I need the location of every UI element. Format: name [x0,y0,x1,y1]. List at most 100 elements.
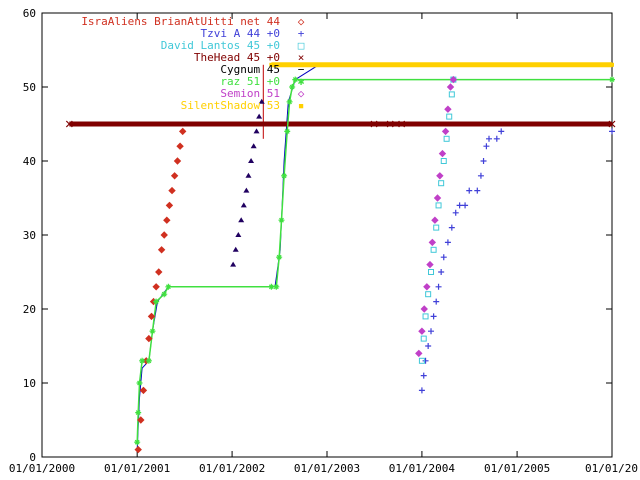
data-point-0-17 [178,127,187,136]
x-tick-label: 01/01/20 [585,462,638,475]
data-point-1-0 [418,387,425,394]
x-tick-label: 01/01/2003 [294,462,360,475]
legend-label-1: Tzvi A 44 +0 [201,27,280,40]
data-point-0-13 [168,186,176,195]
data-point-5-6 [153,298,160,305]
data-point-1-1 [420,372,427,379]
data-point-7-0 [269,62,274,67]
data-point-0-12 [165,201,174,210]
data-point-1-23 [609,128,615,135]
legend: IsraAliens BrianAtUitti net 44 ◇ Tzvi A 44… [81,15,304,112]
data-point-6-12 [446,83,455,91]
data-point-6-10 [441,127,450,136]
legend-symbol-4: − [298,63,305,76]
data-point-1-4 [428,328,435,335]
data-point-5-11 [276,254,283,261]
legend-label-3: TheHead 45 +0 [194,51,280,64]
x-tick-label: 01/01/2000 [9,462,75,475]
data-point-5-18 [609,76,615,83]
data-point-8-1 [232,246,239,252]
data-point-3-3 [398,120,406,128]
legend-label-4: Cygnum 45 [220,63,280,76]
data-point-5-14 [284,128,291,135]
data-point-1-15 [466,187,473,194]
data-point-1-21 [493,135,500,142]
data-point-1-12 [452,209,459,216]
x-tick-label: 01/01/2004 [389,462,456,475]
y-tick-label: 40 [23,155,36,168]
data-point-0-5 [147,312,156,321]
y-tick-label: 10 [23,377,36,390]
data-point-1-13 [456,202,463,209]
x-tick-label: 01/01/2002 [199,462,265,475]
data-point-3-2 [386,120,394,128]
data-point-2-8 [438,180,445,187]
data-point-2-5 [430,246,437,253]
data-point-8-11 [258,98,265,104]
legend-symbol-1: + [298,27,305,40]
data-point-0-16 [176,142,184,150]
data-point-2-4 [428,269,435,275]
legend-label-5: raz 51 +0 [220,75,280,88]
data-point-2-0 [418,357,425,364]
data-point-7-1 [610,62,614,67]
data-point-5-8 [165,283,172,290]
data-point-0-11 [163,216,171,224]
data-point-5-4 [145,357,152,364]
data-point-6-0 [415,349,423,358]
x-tick-label: 01/01/2001 [104,462,170,475]
data-point-5-9 [268,283,275,290]
data-point-1-7 [435,283,442,290]
data-point-0-0 [134,445,142,454]
data-point-6-2 [420,305,428,313]
x-tick-label: 01/01/2005 [484,462,550,475]
data-point-6-4 [426,260,434,269]
data-point-6-13 [449,75,458,84]
legend-label-0: IsraAliens BrianAtUitti net 44 [81,15,280,28]
data-point-1-22 [498,128,505,135]
legend-symbol-2: □ [298,39,305,52]
data-point-6-6 [431,216,439,224]
data-point-6-7 [433,194,442,202]
data-point-0-14 [170,172,179,180]
data-point-6-5 [428,238,437,247]
y-tick-label: 60 [23,7,36,20]
data-point-5-1 [135,409,142,416]
legend-label-2: David Lantos 45 +0 [161,39,280,52]
legend-symbol-7: ▪ [298,99,305,112]
data-point-1-6 [433,298,440,305]
data-point-1-19 [483,143,490,150]
data-point-0-10 [160,231,168,239]
data-point-5-0 [134,439,141,446]
data-point-5-16 [289,84,296,90]
y-tick-label: 50 [23,81,36,94]
data-point-3-4 [608,120,616,128]
y-tick-label: 20 [23,303,36,316]
data-point-3-1 [370,120,378,128]
data-point-0-15 [173,157,182,165]
data-point-0-7 [152,283,160,291]
data-point-5-13 [281,172,288,179]
data-point-6-3 [423,283,431,291]
data-point-2-2 [422,313,429,320]
data-point-1-14 [462,202,469,209]
data-point-5-17 [292,76,299,83]
data-point-5-15 [286,98,293,105]
data-point-0-8 [155,268,163,276]
data-point-5-10 [273,283,280,290]
data-point-1-11 [448,224,455,231]
y-tick-label: 30 [23,229,36,242]
data-point-0-1 [137,416,145,424]
data-point-8-10 [256,113,263,119]
data-point-8-7 [248,158,255,163]
data-point-2-12 [448,91,455,98]
legend-label-7: SilentShadow 53 [181,99,280,112]
data-point-8-0 [230,261,237,267]
data-point-0-2 [139,386,148,395]
x-axis: 01/01/2000 01/01/2001 01/01/2002 01/01/2003… [9,13,638,475]
data-point-3-0 [65,120,73,128]
data-point-8-2 [235,232,242,237]
data-point-8-4 [240,202,247,208]
